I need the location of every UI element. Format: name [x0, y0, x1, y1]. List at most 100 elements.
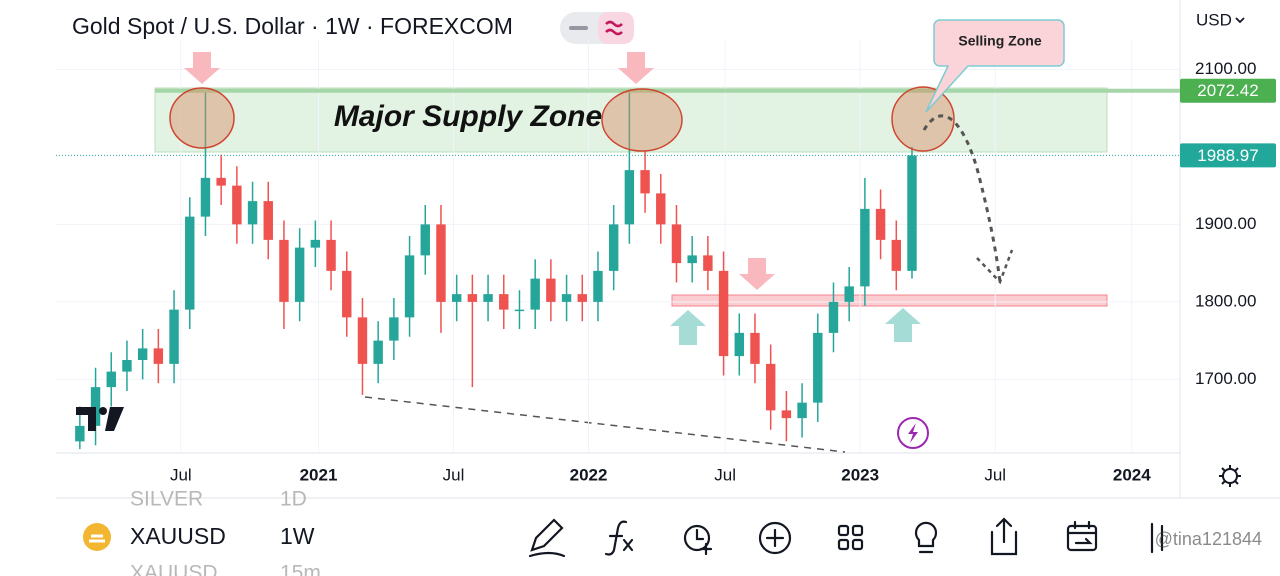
candle-body	[75, 425, 85, 442]
down-arrow	[184, 52, 220, 84]
candle-body	[263, 201, 273, 240]
candle-body	[279, 239, 289, 302]
symbol-faded: XAUUSD	[130, 562, 218, 576]
candle-body	[640, 170, 650, 194]
candle-body	[436, 224, 446, 302]
chart-style-toggle[interactable]	[560, 12, 634, 44]
candle-body	[451, 294, 462, 302]
candle-body	[718, 270, 729, 357]
candle-body	[734, 332, 744, 357]
demand-zone	[671, 294, 1108, 307]
projection-arrow	[922, 114, 1002, 283]
price-label: 1988.97	[1197, 146, 1258, 165]
toggle-active	[598, 12, 634, 44]
layout-icon[interactable]	[837, 524, 850, 537]
up-arrow	[670, 310, 706, 345]
candle-body	[153, 348, 164, 364]
candle-body	[342, 270, 352, 318]
candle-body	[750, 332, 760, 364]
candle-body	[200, 177, 211, 217]
gear-teeth	[1219, 465, 1241, 487]
highlight-circle	[601, 88, 683, 152]
candle-body	[373, 340, 383, 364]
watermark: @tina121844	[1155, 529, 1262, 549]
candle-body	[781, 410, 792, 419]
price-label-box	[1180, 143, 1276, 168]
currency-menu[interactable]: USD	[1196, 10, 1232, 29]
x-tick-label: 2023	[841, 465, 879, 484]
layout-icon	[837, 538, 850, 551]
share-icon[interactable]	[990, 517, 1018, 556]
alert-button[interactable]	[897, 417, 929, 449]
x-tick-label: Jul	[443, 465, 465, 484]
alert-bolt	[908, 423, 918, 443]
candle-body	[137, 348, 148, 360]
highlight-circle	[891, 86, 955, 152]
x-tick-label: Jul	[714, 465, 736, 484]
currency-caret	[1235, 17, 1245, 24]
candle-body	[813, 332, 823, 403]
arrow-head	[976, 249, 1014, 285]
candle-body	[389, 317, 399, 341]
candle-body	[561, 294, 572, 302]
interval-faded: 1D	[280, 488, 307, 511]
add-icon-plus	[765, 528, 785, 548]
candle-body	[169, 309, 179, 364]
logo-part	[76, 407, 96, 431]
candle-body	[420, 224, 430, 256]
down-arrow	[739, 258, 775, 290]
chart-title: Gold Spot / U.S. Dollar · 1W · FOREXCOM	[72, 13, 513, 39]
tv-logo	[76, 407, 124, 431]
candle-body	[483, 294, 493, 302]
x-tick-label: Jul	[984, 465, 1006, 484]
candle-body	[247, 201, 258, 225]
replay-icon-lines	[1066, 520, 1098, 545]
candle-body	[310, 239, 321, 248]
price-label: 2072.42	[1197, 81, 1258, 100]
candle-body	[891, 239, 901, 271]
candle-body	[907, 155, 917, 271]
price-label-box	[1180, 78, 1276, 103]
candle-body	[624, 170, 635, 225]
candle-body	[404, 255, 415, 318]
candle-body	[232, 185, 242, 225]
indicator-icon[interactable]	[604, 520, 634, 556]
candle-body	[577, 294, 587, 302]
candle-body	[546, 278, 556, 302]
up-arrow	[885, 308, 921, 342]
y-tick-label: 1700.00	[1195, 369, 1256, 388]
replay-icon[interactable]	[1066, 524, 1098, 552]
candle-body	[326, 239, 336, 271]
candle-body	[687, 255, 697, 264]
toggle-icon	[605, 20, 623, 36]
axes: 1700.00 1800.00 1900.00 2100.00 Jul 2021 Jul 20…	[56, 40, 1256, 484]
up-arrows	[670, 308, 921, 345]
draw-icon[interactable]	[528, 518, 566, 558]
candles	[75, 88, 917, 450]
candle-body	[122, 360, 132, 372]
down-arrow	[618, 52, 654, 84]
x-tick-label: 2022	[570, 465, 608, 484]
candle-body	[765, 363, 776, 411]
candle-body	[357, 317, 368, 364]
candle-body	[656, 193, 666, 225]
candle-body	[844, 286, 854, 302]
logo-part	[99, 407, 107, 415]
alert-icon[interactable]	[683, 524, 711, 552]
layout-icon	[851, 524, 864, 537]
symbol[interactable]: XAUUSD	[130, 523, 226, 549]
candle-body	[106, 371, 116, 388]
ideas-icon[interactable]	[914, 521, 938, 554]
layout-icon	[851, 538, 864, 551]
annotation: Major Supply Zone	[334, 100, 602, 133]
x-tick-label: 2021	[300, 465, 338, 484]
interval[interactable]: 1W	[280, 523, 315, 549]
candle-body	[216, 177, 226, 186]
y-tick-label: 1900.00	[1195, 214, 1256, 233]
settings[interactable]	[1219, 465, 1241, 487]
candle-body	[514, 309, 525, 312]
add-icon[interactable]	[758, 521, 792, 555]
candle-icon[interactable]	[1150, 522, 1164, 554]
candle-body	[797, 402, 807, 419]
